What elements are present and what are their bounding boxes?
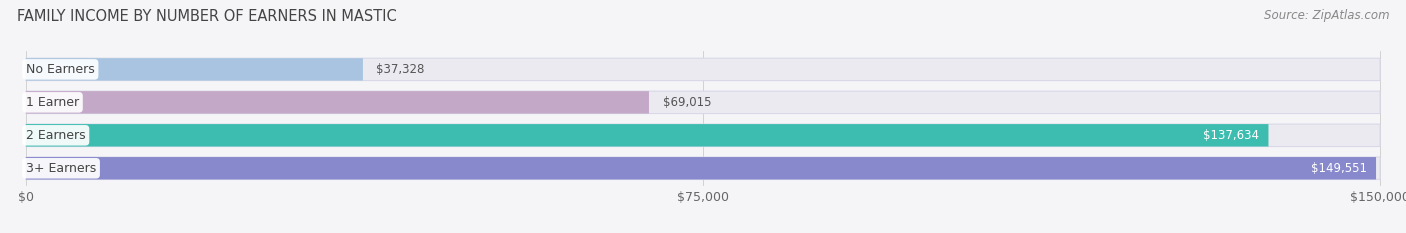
Text: FAMILY INCOME BY NUMBER OF EARNERS IN MASTIC: FAMILY INCOME BY NUMBER OF EARNERS IN MA… bbox=[17, 9, 396, 24]
Text: $149,551: $149,551 bbox=[1310, 162, 1367, 175]
Text: No Earners: No Earners bbox=[25, 63, 94, 76]
FancyBboxPatch shape bbox=[25, 91, 1381, 113]
Text: $37,328: $37,328 bbox=[377, 63, 425, 76]
FancyBboxPatch shape bbox=[25, 124, 1268, 147]
Text: $69,015: $69,015 bbox=[662, 96, 711, 109]
Text: 2 Earners: 2 Earners bbox=[25, 129, 86, 142]
FancyBboxPatch shape bbox=[25, 58, 1381, 81]
FancyBboxPatch shape bbox=[25, 91, 650, 113]
FancyBboxPatch shape bbox=[25, 157, 1381, 179]
Text: 1 Earner: 1 Earner bbox=[25, 96, 79, 109]
Text: $137,634: $137,634 bbox=[1204, 129, 1260, 142]
FancyBboxPatch shape bbox=[25, 124, 1381, 147]
FancyBboxPatch shape bbox=[25, 157, 1376, 179]
FancyBboxPatch shape bbox=[25, 58, 363, 81]
Text: Source: ZipAtlas.com: Source: ZipAtlas.com bbox=[1264, 9, 1389, 22]
Text: 3+ Earners: 3+ Earners bbox=[25, 162, 96, 175]
